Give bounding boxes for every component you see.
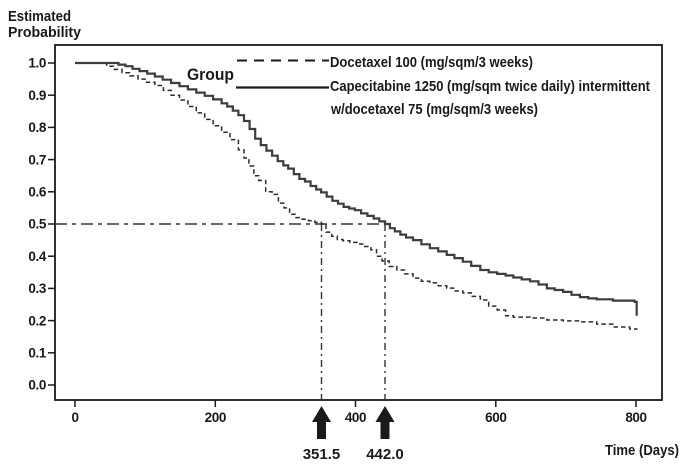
dashed-survival-curve <box>75 62 638 330</box>
median-reference-lines <box>55 223 386 400</box>
x-tick-label: 400 <box>345 410 366 425</box>
x-tick-label: 600 <box>485 410 506 425</box>
y-tick-label: 0.9 <box>28 88 46 103</box>
legend: Group Docetaxel 100 (mg/sqm/3 weeks) Cap… <box>187 54 650 118</box>
x-tick-label: 200 <box>205 410 226 425</box>
y-tick-label: 0.2 <box>28 313 46 328</box>
median-arrow <box>375 406 395 439</box>
survival-curves <box>75 61 638 330</box>
y-tick-label: 0.3 <box>28 281 46 296</box>
y-axis-title: Estimated Probability <box>8 8 82 41</box>
legend-title: Group <box>187 65 234 84</box>
y-axis-title-line1: Estimated <box>8 8 71 25</box>
median-value-label: 351.5 <box>303 446 341 463</box>
median-value-label: 442.0 <box>366 446 404 463</box>
y-axis-title-line2: Probability <box>8 24 82 41</box>
y-tick-label: 1.0 <box>28 56 46 71</box>
x-tick-label: 800 <box>625 410 646 425</box>
y-tick-label: 0.0 <box>28 378 46 393</box>
axes-ticks: 0 200 400 600 800 0.0 0.1 0.2 0.3 0.4 0.5 0.6 0.7 0.8… <box>28 56 647 425</box>
legend-item-capecitabine-line1: Capecitabine 1250 (mg/sqm twice daily) i… <box>330 78 650 95</box>
y-tick-label: 0.4 <box>28 249 46 264</box>
y-tick-label: 0.5 <box>28 217 46 232</box>
median-arrows: 351.5 442.0 <box>303 406 404 463</box>
y-tick-label: 0.8 <box>28 120 46 135</box>
y-tick-label: 0.7 <box>28 152 46 167</box>
y-tick-label: 0.6 <box>28 185 46 200</box>
legend-item-docetaxel: Docetaxel 100 (mg/sqm/3 weeks) <box>330 54 533 71</box>
median-arrow <box>312 406 331 439</box>
y-tick-label: 0.1 <box>28 346 46 361</box>
legend-item-capecitabine-line2: w/docetaxel 75 (mg/sqm/3 weeks) <box>330 101 538 118</box>
x-tick-label: 0 <box>71 410 78 425</box>
x-axis-title: Time (Days) <box>605 442 679 459</box>
plot-frame <box>54 44 663 401</box>
solid-survival-curve <box>75 61 638 316</box>
